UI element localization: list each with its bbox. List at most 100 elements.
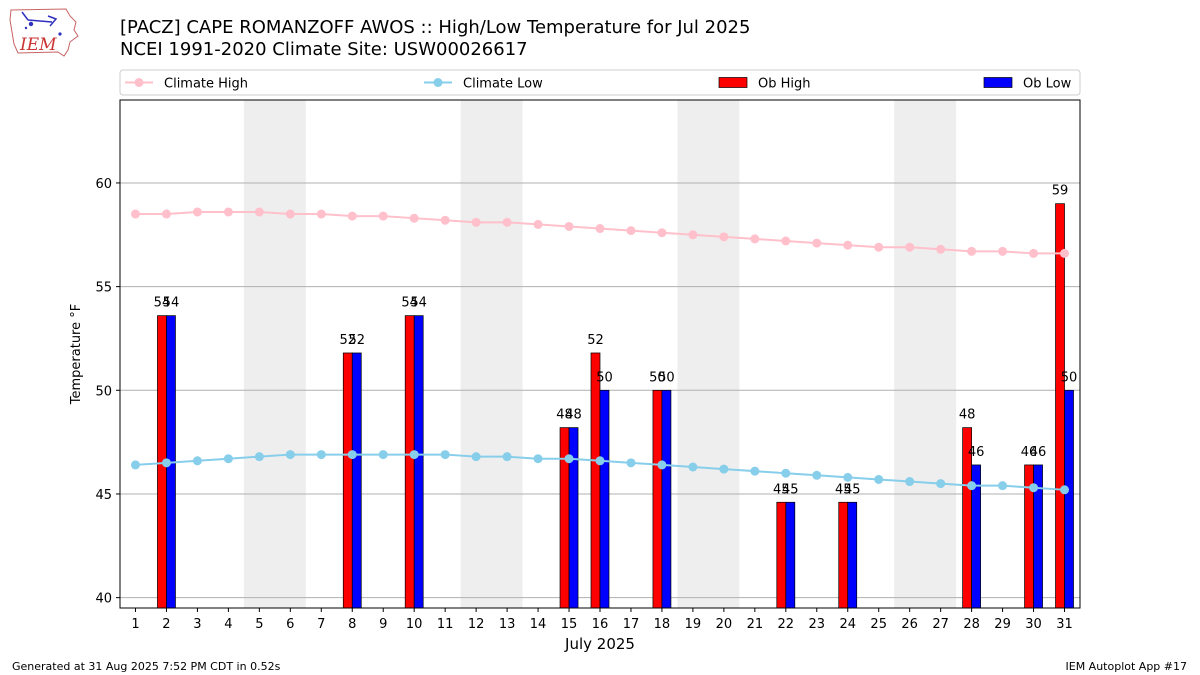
climate-low-point <box>874 474 884 484</box>
climate-high-point <box>440 215 450 225</box>
legend-swatch-marker <box>134 78 144 87</box>
legend-label: Climate High <box>164 77 248 92</box>
y-axis-label: Temperature °F <box>69 304 84 405</box>
climate-low-point <box>533 454 543 464</box>
ob-low-label: 50 <box>658 370 675 385</box>
x-tick-label: 24 <box>839 617 856 632</box>
climate-low-point <box>719 464 729 474</box>
y-tick-label: 60 <box>95 177 112 192</box>
climate-high-point <box>192 207 202 217</box>
x-tick-label: 23 <box>809 617 826 632</box>
climate-low-point <box>161 458 171 468</box>
climate-low-point <box>347 450 357 460</box>
x-tick-label: 28 <box>963 617 980 632</box>
ob-low-bar <box>847 501 858 609</box>
x-tick-label: 11 <box>437 617 454 632</box>
climate-low-point <box>595 456 605 466</box>
climate-high-point <box>657 228 667 238</box>
ob-high-label: 54 <box>401 296 418 311</box>
y-tick-label: 50 <box>95 384 112 399</box>
x-axis-label: July 2025 <box>564 635 635 653</box>
x-tick-label: 29 <box>994 617 1011 632</box>
climate-low-point <box>688 462 698 472</box>
climate-low-point <box>471 452 481 462</box>
climate-high-point <box>564 221 574 231</box>
climate-low-point <box>657 460 667 470</box>
climate-high-point <box>316 209 326 219</box>
ob-high-label: 54 <box>154 296 171 311</box>
ob-low-label: 52 <box>348 333 365 348</box>
climate-low-point <box>936 479 946 489</box>
climate-low-point <box>750 466 760 476</box>
ob-low-label: 50 <box>596 370 613 385</box>
legend-box <box>119 69 1081 96</box>
climate-low-point <box>502 452 512 462</box>
ob-high-bar <box>1055 203 1065 609</box>
climate-low-point <box>564 454 574 464</box>
ob-low-bar <box>1064 389 1074 609</box>
climate-low-point <box>254 452 264 462</box>
ob-high-label: 46 <box>1021 445 1038 460</box>
ob-high-bar <box>776 501 787 609</box>
climate-high-point <box>502 217 512 227</box>
x-tick-label: 19 <box>685 617 702 632</box>
ob-high-label: 52 <box>339 333 356 348</box>
ob-high-bar <box>838 501 849 609</box>
plot-frame <box>119 99 1081 609</box>
climate-low-point <box>409 450 419 460</box>
x-tick-label: 3 <box>193 617 201 632</box>
x-tick-label: 17 <box>623 617 640 632</box>
climate-high-point <box>905 242 915 252</box>
climate-high-point <box>471 217 481 227</box>
x-tick-label: 2 <box>162 617 170 632</box>
climate-high-point <box>812 238 822 248</box>
y-tick-label: 40 <box>95 592 112 607</box>
climate-low-point <box>192 456 202 466</box>
climate-high-point <box>843 240 853 250</box>
climate-low-point <box>967 481 977 491</box>
legend-label: Climate Low <box>463 77 543 92</box>
x-tick-label: 14 <box>530 617 547 632</box>
climate-low-point <box>998 481 1008 491</box>
ob-high-label: 45 <box>835 482 852 497</box>
iem-logo: IEM <box>9 8 79 57</box>
climate-low-point <box>316 450 326 460</box>
legend-swatch-marker <box>433 78 443 87</box>
climate-high-point <box>719 232 729 242</box>
climate-high-point <box>347 211 357 221</box>
x-tick-label: 18 <box>654 617 671 632</box>
ob-high-label: 48 <box>556 408 573 423</box>
x-tick-label: 21 <box>747 617 764 632</box>
ob-low-label: 50 <box>1061 370 1078 385</box>
ob-high-label: 52 <box>587 333 604 348</box>
weekend-shade <box>243 100 306 608</box>
ob-low-label: 45 <box>782 482 799 497</box>
legend-swatch-bar <box>983 77 1013 88</box>
climate-high-point <box>285 209 295 219</box>
climate-low-point <box>440 450 450 460</box>
climate-high-point <box>967 246 977 256</box>
ob-low-label: 48 <box>565 408 582 423</box>
climate-high-point <box>223 207 233 217</box>
climate-high-point <box>161 209 171 219</box>
weekend-shade <box>677 100 740 608</box>
climate-low-point <box>1029 483 1039 493</box>
x-tick-label: 8 <box>348 617 356 632</box>
x-tick-label: 26 <box>901 617 918 632</box>
climate-high-point <box>254 207 264 217</box>
ob-high-bar <box>404 315 415 609</box>
ob-low-label: 46 <box>1030 445 1047 460</box>
x-tick-label: 16 <box>592 617 609 632</box>
weekend-shade <box>460 100 523 608</box>
x-tick-label: 4 <box>224 617 232 632</box>
ob-high-bar <box>342 352 353 609</box>
climate-low-point <box>843 472 853 482</box>
x-tick-label: 9 <box>379 617 387 632</box>
chart-title: [PACZ] CAPE ROMANZOFF AWOS :: High/Low T… <box>120 17 750 61</box>
ob-low-label: 45 <box>844 482 861 497</box>
ob-low-bar <box>351 352 362 609</box>
app-footer: IEM Autoplot App #17 <box>1065 660 1188 673</box>
chart-title-line2: NCEI 1991-2020 Climate Site: USW00026617 <box>120 39 528 60</box>
y-tick-label: 55 <box>95 281 112 296</box>
